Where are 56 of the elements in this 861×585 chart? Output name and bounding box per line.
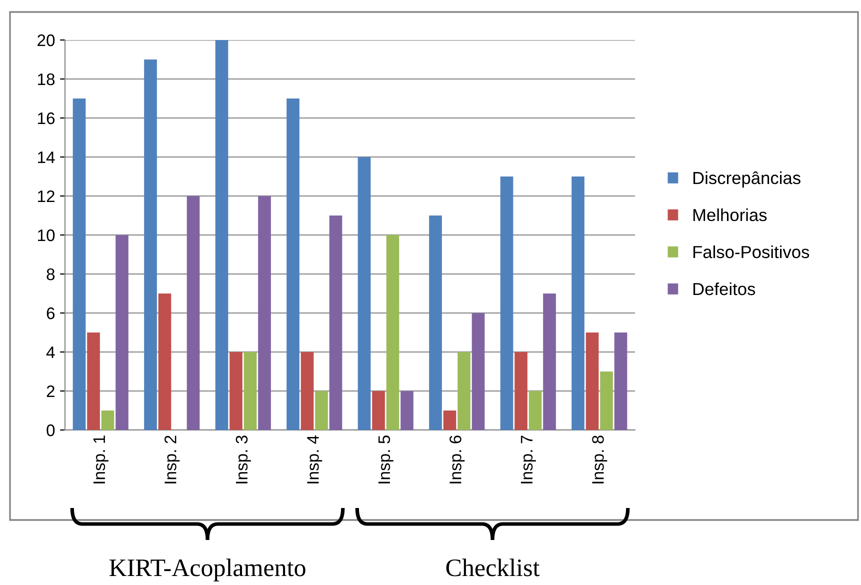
bar bbox=[443, 410, 456, 430]
bar bbox=[186, 196, 200, 430]
bar bbox=[158, 294, 172, 430]
y-tick-label: 20 bbox=[38, 34, 55, 46]
bar bbox=[528, 391, 542, 430]
bar bbox=[258, 196, 271, 430]
bar bbox=[586, 332, 599, 430]
bar bbox=[543, 294, 556, 430]
bar bbox=[472, 313, 485, 430]
y-tick-label: 12 bbox=[38, 190, 54, 202]
y-tick-label: 6 bbox=[46, 307, 55, 320]
bar bbox=[144, 60, 157, 430]
bar bbox=[500, 176, 514, 430]
legend-label: Melhorias bbox=[693, 208, 767, 222]
bar bbox=[300, 352, 314, 430]
x-tick-label: Insp. 1 bbox=[93, 436, 108, 484]
bar bbox=[600, 372, 613, 430]
bar bbox=[614, 332, 628, 430]
bar bbox=[230, 352, 242, 430]
bar bbox=[101, 410, 114, 430]
text: Checklist bbox=[446, 558, 540, 576]
bar bbox=[358, 157, 371, 430]
legend-label: Defeitos bbox=[693, 282, 756, 296]
bar bbox=[372, 391, 385, 430]
text: KIRT-Acoplamento bbox=[109, 558, 306, 582]
legend-label: Discrepâncias bbox=[693, 171, 800, 188]
y-tick-label: 18 bbox=[38, 73, 55, 86]
y-tick-label: 8 bbox=[46, 268, 55, 280]
bar bbox=[72, 98, 86, 430]
bar bbox=[215, 40, 228, 430]
bar bbox=[286, 98, 300, 430]
y-tick-label: 14 bbox=[38, 152, 55, 164]
x-tick-label: Insp. 3 bbox=[236, 436, 251, 484]
y-tick-label: 0 bbox=[46, 424, 55, 436]
bar bbox=[514, 352, 528, 430]
x-tick-label: Insp. 8 bbox=[592, 436, 608, 484]
bar bbox=[572, 176, 584, 430]
x-tick-label: Insp. 6 bbox=[450, 436, 465, 484]
bar bbox=[116, 235, 128, 430]
y-tick-label: 16 bbox=[38, 112, 55, 124]
bar bbox=[429, 216, 442, 430]
x-tick-label: Insp. 7 bbox=[520, 436, 536, 484]
x-tick-label: Insp. 5 bbox=[378, 436, 394, 484]
x-tick-label: Insp. 2 bbox=[164, 436, 180, 484]
legend-label: Falso-Positivos bbox=[693, 245, 810, 258]
bar bbox=[87, 332, 100, 430]
bar bbox=[329, 216, 342, 430]
bar bbox=[386, 235, 400, 430]
bar bbox=[315, 391, 328, 430]
x-tick-label: Insp. 4 bbox=[307, 435, 322, 484]
y-tick-label: 4 bbox=[46, 346, 55, 358]
y-tick-label: 2 bbox=[46, 385, 54, 398]
bar bbox=[400, 391, 414, 430]
bar bbox=[244, 352, 257, 430]
y-tick-label: 10 bbox=[38, 229, 55, 242]
bar bbox=[458, 352, 470, 430]
